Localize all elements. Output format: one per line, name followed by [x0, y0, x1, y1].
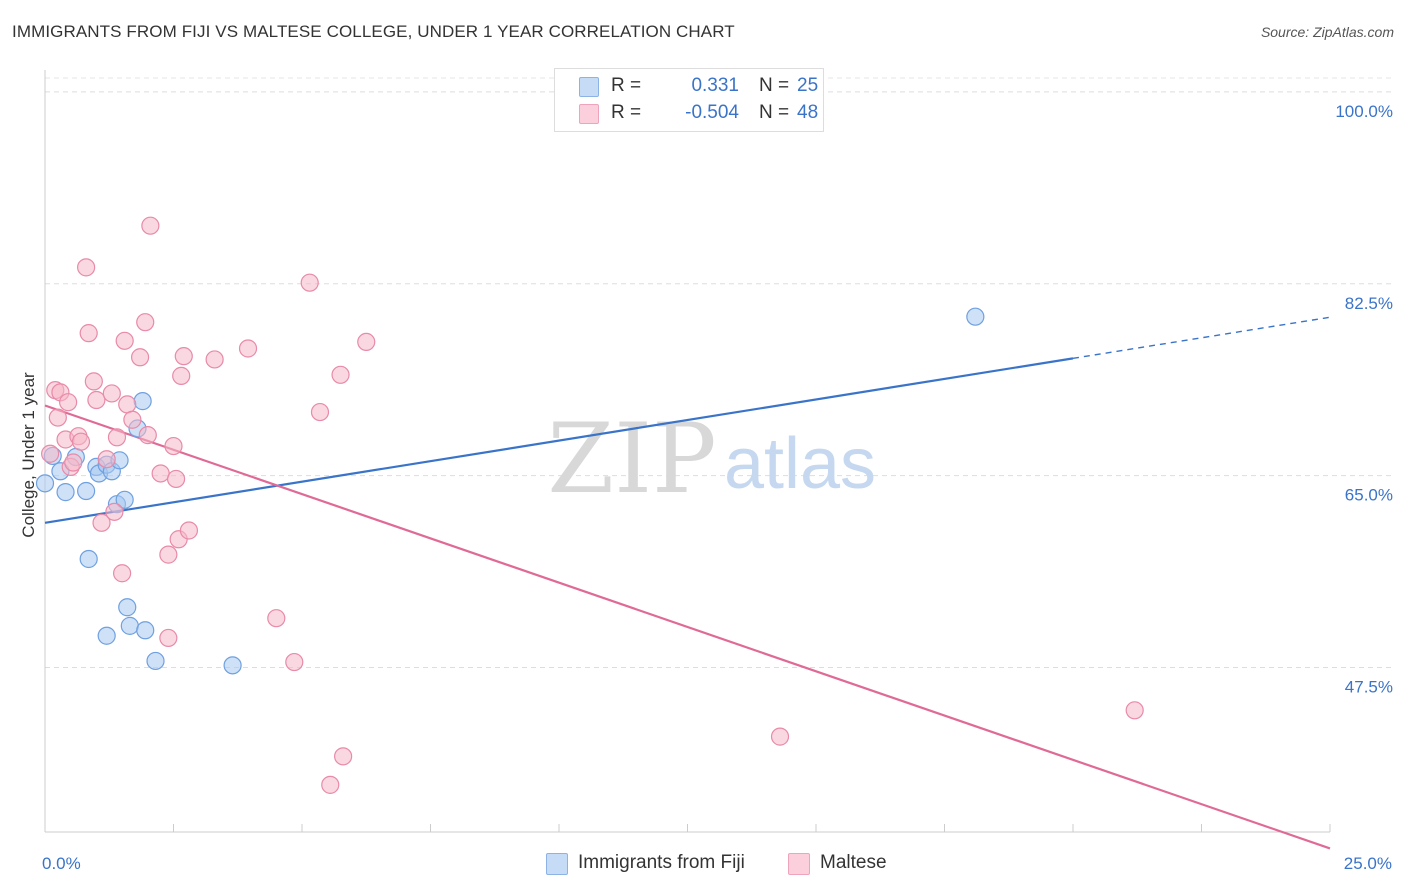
maltese-point: [105, 502, 124, 521]
maltese-point: [205, 350, 224, 369]
maltese-point: [87, 390, 106, 410]
maltese-point: [1125, 701, 1144, 720]
watermark-zip: ZIP: [547, 403, 716, 515]
trend-line: [44, 357, 1074, 524]
legend-n-label: N =: [759, 75, 790, 96]
maltese-point: [77, 258, 96, 277]
fiji-point: [56, 483, 75, 502]
maltese-point: [107, 428, 127, 447]
maltese-point: [285, 652, 304, 672]
fiji-point: [223, 656, 242, 675]
x-tick-label: 0.0%: [42, 854, 81, 873]
bottom-legend-label-fiji: Immigrants from Fiji: [578, 852, 745, 873]
legend-row-maltese: R = -0.504 N = 48: [579, 102, 818, 124]
maltese-point: [79, 324, 98, 343]
legend-r-value: 0.331: [691, 75, 739, 96]
y-tick-label: 47.5%: [1345, 678, 1393, 697]
maltese-point: [331, 365, 350, 384]
maltese-point: [174, 347, 193, 366]
legend-swatch-maltese: [579, 104, 599, 124]
data-points: [35, 216, 1144, 794]
legend-r-value: -0.504: [685, 102, 739, 123]
fiji-point: [118, 598, 137, 617]
legend-swatch-fiji: [579, 77, 599, 97]
maltese-point: [123, 410, 142, 429]
maltese-point: [115, 331, 134, 350]
maltese-point: [64, 453, 83, 472]
legend-n-value: 25: [797, 75, 819, 96]
fiji-point: [146, 651, 165, 671]
legend-r-label: R =: [611, 102, 642, 123]
watermark: ZIP atlas: [547, 403, 876, 515]
bottom-legend-swatch-maltese: [788, 853, 810, 875]
maltese-point: [138, 426, 157, 445]
y-tick-label: 82.5%: [1345, 294, 1393, 313]
maltese-point: [334, 747, 353, 766]
fiji-point: [79, 549, 98, 569]
maltese-point: [84, 372, 103, 391]
maltese-point: [770, 727, 790, 746]
fiji-point: [115, 490, 134, 509]
maltese-point: [71, 432, 91, 451]
trend-line-extension: [1072, 316, 1331, 360]
maltese-point: [130, 348, 150, 367]
fiji-point: [966, 307, 985, 326]
fiji-point: [35, 474, 55, 493]
maltese-point: [41, 444, 60, 463]
legend-row-fiji: R = 0.331 N = 25: [579, 75, 818, 97]
maltese-point: [238, 339, 258, 358]
maltese-point: [321, 775, 340, 794]
maltese-point: [172, 366, 191, 385]
maltese-point: [159, 628, 178, 648]
bottom-legend-swatch-fiji: [546, 853, 568, 875]
watermark-atlas: atlas: [724, 424, 876, 504]
y-tick-label: 100.0%: [1335, 102, 1393, 121]
maltese-point: [136, 313, 155, 332]
maltese-point: [357, 332, 376, 352]
legend-r-label: R =: [611, 75, 642, 96]
maltese-point: [310, 402, 330, 422]
maltese-point: [102, 384, 121, 403]
chart-title: IMMIGRANTS FROM FIJI VS MALTESE COLLEGE,…: [12, 22, 735, 41]
gridlines: [45, 77, 1395, 669]
trend-lines: [44, 316, 1331, 850]
maltese-point: [164, 436, 183, 456]
fiji-point: [120, 616, 139, 635]
maltese-point: [300, 273, 319, 292]
maltese-point: [151, 464, 170, 483]
fiji-point: [77, 481, 96, 501]
y-tick-label: 65.0%: [1345, 486, 1393, 505]
trend-line: [44, 404, 1331, 850]
maltese-point: [59, 393, 78, 412]
x-tick-label: 25.0%: [1344, 854, 1392, 873]
legend-n-label: N =: [759, 102, 790, 123]
fiji-point: [136, 621, 155, 640]
source-label: Source: ZipAtlas.com: [1260, 24, 1394, 40]
bottom-legend-label-maltese: Maltese: [820, 852, 887, 873]
fiji-point: [133, 392, 152, 411]
maltese-point: [159, 545, 178, 564]
fiji-point: [97, 626, 116, 645]
correlation-legend: R = 0.331 N = 25 R = -0.504 N = 48: [554, 68, 824, 132]
y-axis-title: College, Under 1 year: [19, 372, 38, 538]
maltese-point: [92, 513, 111, 532]
maltese-point: [166, 469, 186, 489]
maltese-point: [97, 450, 116, 469]
axis-labels: 100.0% 82.5% 65.0% 47.5% 0.0% 25.0%: [42, 102, 1393, 873]
maltese-point: [112, 564, 132, 583]
maltese-point: [48, 408, 67, 427]
maltese-point: [179, 521, 199, 540]
legend-n-value: 48: [797, 102, 819, 123]
maltese-point: [118, 395, 137, 414]
maltese-point: [267, 609, 286, 628]
maltese-point: [141, 216, 160, 235]
